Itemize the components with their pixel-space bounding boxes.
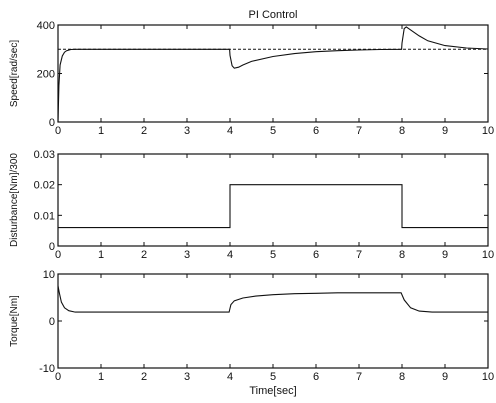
x-tick-label: 4 — [227, 125, 233, 137]
x-tick-label: 5 — [270, 249, 276, 261]
x-tick-label: 6 — [313, 371, 319, 383]
y-tick-label: 0 — [49, 241, 55, 253]
x-tick-label: 10 — [482, 125, 494, 137]
y-axis-label: Disturbance[Nm]/300 — [9, 153, 20, 247]
chart-title: PI Control — [249, 9, 298, 21]
y-tick-label: 0.01 — [34, 210, 55, 222]
x-tick-label: 3 — [184, 125, 190, 137]
series-line-2-1 — [58, 184, 488, 229]
y-tick-label: 200 — [37, 69, 55, 81]
x-tick-label: 9 — [442, 125, 448, 137]
x-tick-label: 6 — [313, 125, 319, 137]
series-line-1-1 — [57, 26, 489, 123]
x-tick-label: 9 — [442, 371, 448, 383]
x-tick-label: 7 — [356, 249, 362, 261]
x-tick-label: 4 — [227, 249, 233, 261]
x-tick-label: 3 — [184, 371, 190, 383]
subplot-2: 0 1 2 3 4 5 6 7 8 9 10 0 0.01 0.02 0.03 Disturbance[Nm]… — [9, 149, 494, 261]
x-tick-label: 9 — [442, 249, 448, 261]
x-tick-label: 6 — [313, 249, 319, 261]
y-tick-label: 0 — [49, 316, 55, 328]
x-tick-label: 0 — [55, 125, 61, 137]
x-tick-label: 8 — [399, 125, 405, 137]
x-tick-label: 2 — [141, 249, 147, 261]
plot-frame — [57, 24, 489, 123]
y-tick-label: 0 — [49, 117, 55, 129]
y-tick-label: 0.02 — [34, 180, 55, 192]
x-tick-label: 10 — [482, 371, 494, 383]
plot-frame — [57, 153, 489, 247]
subplot-1: 0 1 2 3 4 5 6 7 8 9 10 0 200 400 Speed[rad/sec] PI Cont… — [9, 9, 494, 137]
x-tick-label: 10 — [482, 249, 494, 261]
series-line-3-1 — [57, 285, 488, 313]
plot-frame — [57, 273, 489, 369]
x-tick-label: 1 — [98, 125, 104, 137]
x-tick-label: 8 — [399, 249, 405, 261]
y-tick-label: 400 — [37, 20, 55, 32]
x-tick-label: 2 — [141, 125, 147, 137]
x-tick-label: 0 — [55, 249, 61, 261]
x-tick-label: 8 — [399, 371, 405, 383]
x-axis-label: Time[sec] — [249, 385, 296, 397]
x-tick-label: 5 — [270, 125, 276, 137]
x-tick-label: 0 — [55, 371, 61, 383]
x-tick-label: 1 — [98, 371, 104, 383]
y-axis-label: Torque[Nm] — [9, 295, 20, 347]
y-axis-label: Speed[rad/sec] — [9, 40, 20, 107]
x-tick-label: 7 — [356, 371, 362, 383]
y-tick-label: -10 — [39, 363, 55, 375]
x-tick-label: 4 — [227, 371, 233, 383]
x-tick-label: 1 — [98, 249, 104, 261]
x-tick-label: 3 — [184, 249, 190, 261]
x-tick-label: 2 — [141, 371, 147, 383]
y-tick-label: 0.03 — [34, 149, 55, 161]
y-tick-label: 10 — [43, 269, 55, 281]
x-tick-label: 7 — [356, 125, 362, 137]
x-tick-label: 5 — [270, 371, 276, 383]
